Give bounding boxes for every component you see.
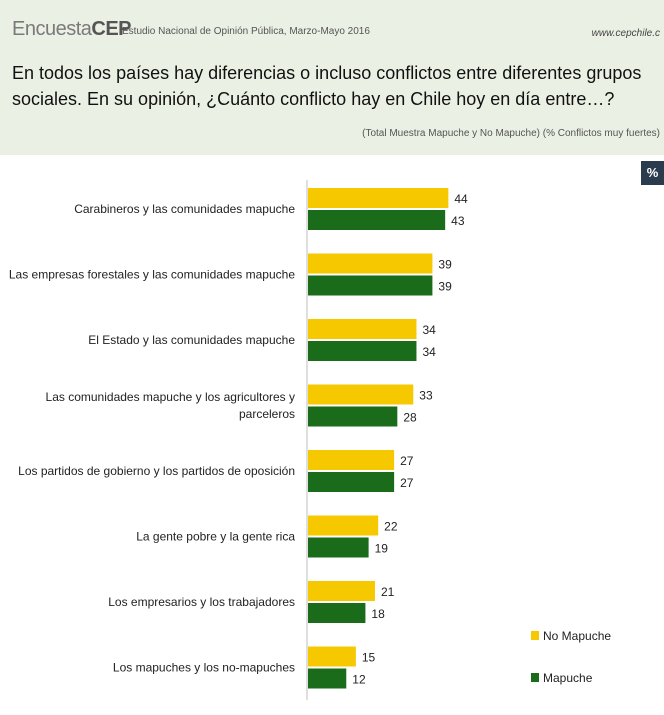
brand-bold: CEP [91, 18, 132, 40]
data-label: 27 [400, 454, 414, 468]
brand-logo: EncuestaCEP [12, 18, 132, 41]
data-label: 39 [438, 258, 452, 272]
bar-mapuche [308, 603, 366, 623]
category-label-line: Los partidos de gobierno y los partidos … [18, 464, 295, 478]
bar-no-mapuche [308, 319, 417, 339]
category-label-line: Los mapuches y los no-mapuches [113, 661, 295, 675]
data-label: 12 [352, 673, 366, 687]
data-label: 39 [438, 280, 452, 294]
data-label: 15 [362, 651, 376, 665]
legend-swatch [531, 631, 539, 640]
percent-badge: % [641, 161, 664, 185]
data-label: 19 [375, 542, 389, 556]
data-label: 34 [422, 323, 436, 337]
bar-no-mapuche [308, 253, 433, 274]
bar-no-mapuche [308, 188, 449, 208]
data-label: 33 [419, 389, 433, 403]
bar-no-mapuche [308, 581, 375, 601]
data-label: 27 [400, 476, 414, 490]
category-label: Los empresarios y los trabajadores [108, 595, 295, 609]
study-title: Estudio Nacional de Opinión Pública, Mar… [122, 26, 370, 37]
category-label-line: Los empresarios y los trabajadores [108, 595, 295, 609]
data-label: 28 [403, 411, 417, 425]
website-link[interactable]: www.cepchile.c [591, 28, 660, 39]
bar-no-mapuche [308, 384, 414, 405]
legend-swatch [531, 673, 539, 682]
bar-mapuche [308, 537, 369, 558]
category-label: Las comunidades mapuche y los agricultor… [46, 390, 295, 421]
bar-mapuche [308, 275, 433, 296]
chart-subtitle: (Total Muestra Mapuche y No Mapuche) (% … [362, 128, 660, 139]
bar-no-mapuche [308, 515, 379, 536]
category-label-line: Carabineros y las comunidades mapuche [74, 202, 295, 216]
bar-no-mapuche [308, 450, 395, 470]
category-label-line: Las comunidades mapuche y los agricultor… [46, 390, 295, 404]
data-label: 34 [422, 345, 436, 359]
category-label: Los partidos de gobierno y los partidos … [18, 464, 295, 478]
bar-mapuche [308, 406, 398, 427]
category-label-line: parceleros [239, 407, 295, 421]
category-label: La gente pobre y la gente rica [136, 530, 295, 544]
category-label-line: Las empresas forestales y las comunidade… [9, 268, 295, 282]
bar-no-mapuche [308, 646, 356, 667]
category-label: Carabineros y las comunidades mapuche [74, 202, 295, 216]
data-label: 18 [371, 607, 385, 621]
data-label: 43 [451, 214, 465, 228]
bar-mapuche [308, 472, 395, 492]
category-label-line: La gente pobre y la gente rica [136, 530, 295, 544]
header: EncuestaCEP Estudio Nacional de Opinión … [0, 0, 664, 155]
legend-label: Mapuche [543, 671, 593, 685]
data-label: 21 [381, 585, 395, 599]
bar-mapuche [308, 210, 446, 230]
legend-label: No Mapuche [543, 629, 611, 643]
category-label: Las empresas forestales y las comunidade… [9, 268, 295, 282]
bar-mapuche [308, 341, 417, 361]
category-label: Los mapuches y los no-mapuches [113, 661, 295, 675]
brand-thin: Encuesta [12, 18, 92, 40]
category-label: El Estado y las comunidades mapuche [88, 333, 295, 347]
category-label-line: El Estado y las comunidades mapuche [88, 333, 295, 347]
bar-mapuche [308, 668, 347, 689]
data-label: 22 [384, 520, 398, 534]
question-text: En todos los países hay diferencias o in… [12, 63, 642, 109]
data-label: 44 [454, 192, 468, 206]
